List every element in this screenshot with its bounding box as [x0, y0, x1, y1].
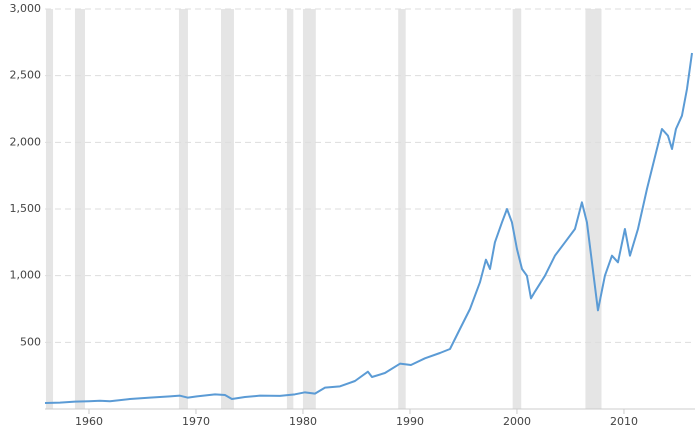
x-tick-label: 2010 [610, 415, 638, 428]
x-tick-label: 2000 [503, 415, 531, 428]
x-tick-label: 1990 [396, 415, 424, 428]
plot [44, 52, 693, 404]
x-tick-label: 1980 [289, 415, 317, 428]
y-tick-label: 500 [20, 335, 41, 348]
recession-band [178, 9, 188, 409]
line-series [44, 52, 693, 404]
recession-band [398, 9, 406, 409]
y-tick-label: 2,000 [10, 135, 42, 148]
y-tick-label: 1,000 [10, 269, 42, 282]
x-tick-label: 1960 [75, 415, 103, 428]
y-tick-label: 2,500 [10, 69, 42, 82]
grid: 500 1,000 1,500 2,000 2,500 3,000 1960 1970 1980… [10, 2, 695, 428]
y-tick-label: 3,000 [10, 2, 42, 15]
x-tick-label: 1970 [182, 415, 210, 428]
y-tick-label: 1,500 [10, 202, 42, 215]
